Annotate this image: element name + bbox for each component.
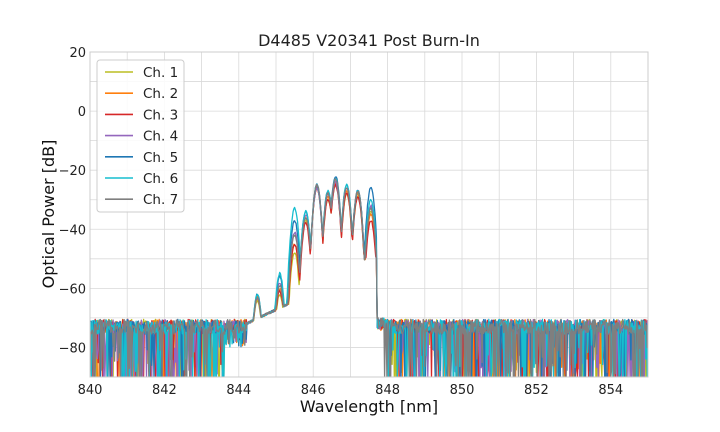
legend-label: Ch. 4: [143, 129, 178, 145]
x-tick-label: 854: [598, 383, 623, 398]
y-tick-label: −20: [59, 164, 86, 179]
legend-label: Ch. 2: [143, 86, 178, 102]
y-tick-label: −60: [59, 282, 86, 297]
x-tick-label: 852: [524, 383, 549, 398]
series-layer: [90, 176, 648, 377]
legend-label: Ch. 7: [143, 192, 178, 208]
x-tick-label: 842: [152, 383, 177, 398]
x-tick-label: 840: [78, 383, 103, 398]
x-tick-label: 848: [375, 383, 400, 398]
x-tick-label: 850: [450, 383, 475, 398]
y-tick-label: 0: [78, 105, 86, 120]
x-tick-label: 844: [226, 383, 251, 398]
legend-label: Ch. 6: [143, 171, 178, 187]
x-tick-label: 846: [301, 383, 326, 398]
plot-frame: [89, 51, 649, 378]
y-tick-label: −40: [59, 223, 86, 238]
legend: Ch. 1 Ch. 2 Ch. 3 Ch. 4 Ch. 5 Ch. 6 Ch. 7: [96, 59, 185, 213]
legend-label: Ch. 3: [143, 107, 178, 123]
y-tick-label: −80: [59, 341, 86, 356]
legend-box: [96, 59, 185, 213]
x-axis-label: Wavelength [nm]: [300, 397, 438, 416]
legend-label: Ch. 1: [143, 65, 178, 81]
chart-title: D4485 V20341 Post Burn-In: [258, 31, 480, 50]
series-line-ch-7: [90, 178, 648, 377]
y-axis-ticks: 20 0 −20 −40 −60 −80: [59, 46, 86, 356]
y-axis-label: Optical Power [dB]: [39, 140, 58, 289]
x-axis-ticks: 840 842 844 846 848 850 852 854: [78, 383, 624, 398]
legend-label: Ch. 5: [143, 150, 178, 166]
y-tick-label: 20: [69, 46, 86, 61]
